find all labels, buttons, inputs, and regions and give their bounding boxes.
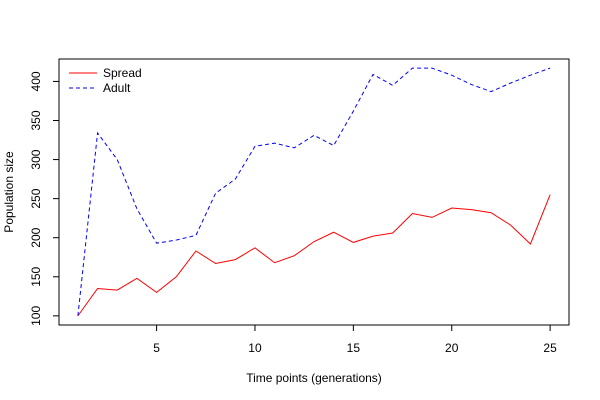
legend-label-spread: Spread (103, 66, 142, 80)
x-tick-label: 10 (248, 341, 262, 355)
y-tick-label: 150 (29, 266, 43, 286)
y-tick-label: 400 (29, 71, 43, 91)
x-tick-label: 20 (445, 341, 459, 355)
y-tick-label: 350 (29, 110, 43, 130)
x-tick-label: 15 (347, 341, 361, 355)
x-axis-label: Time points (generations) (246, 371, 382, 385)
x-tick-label: 5 (153, 341, 160, 355)
y-axis: 100 150 200 250 300 350 400 (29, 71, 59, 326)
series-line-adult (77, 67, 551, 316)
legend-label-adult: Adult (103, 81, 131, 95)
plot-frame (58, 58, 570, 326)
x-axis: 5 10 15 20 25 (153, 325, 557, 355)
y-tick-label: 300 (29, 149, 43, 169)
y-tick-label: 200 (29, 227, 43, 247)
y-tick-label: 250 (29, 188, 43, 208)
y-tick-label: 100 (29, 306, 43, 326)
x-tick-label: 25 (543, 341, 557, 355)
series-line-spread (77, 194, 551, 317)
legend: Spread Adult (69, 66, 142, 95)
y-axis-label: Population size (2, 151, 16, 233)
series-layer (77, 67, 551, 317)
